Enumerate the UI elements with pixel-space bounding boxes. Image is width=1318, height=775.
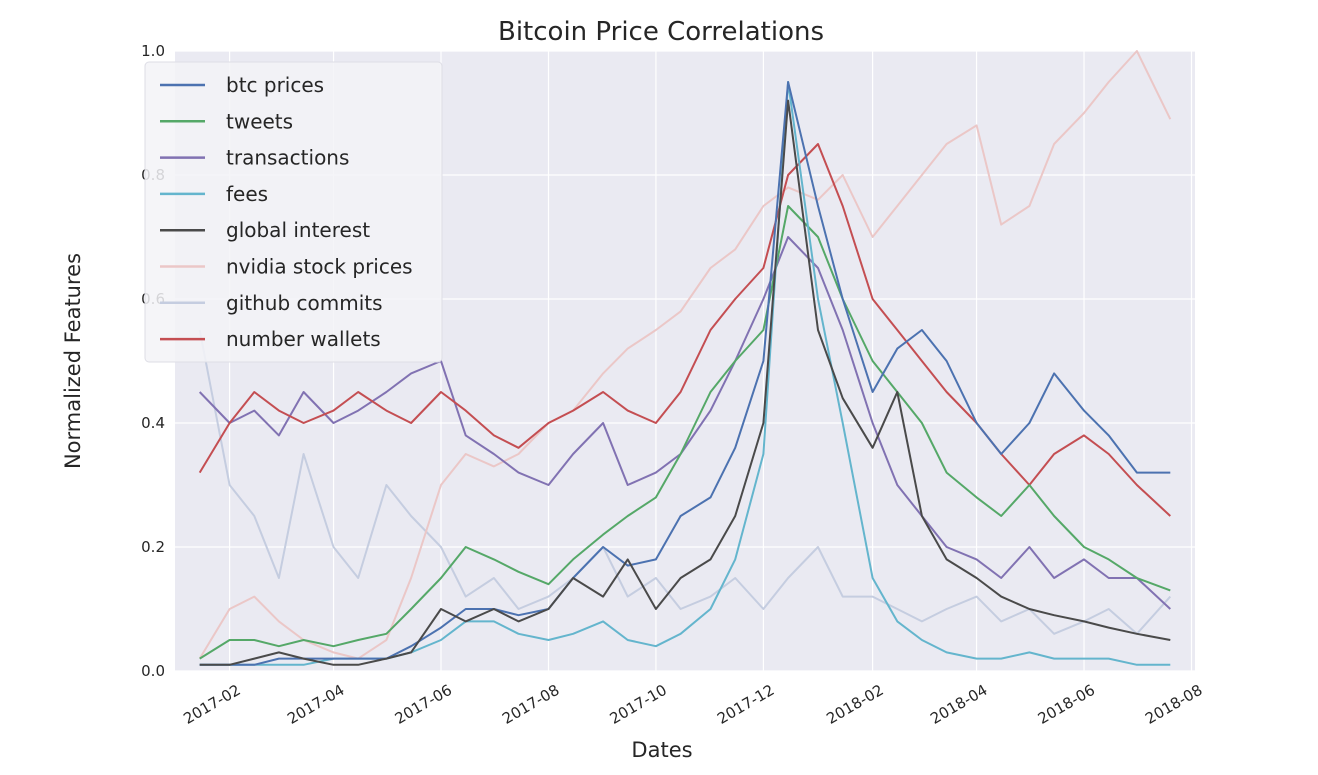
legend-label: number wallets xyxy=(226,327,381,351)
x-tick-label: 2018-02 xyxy=(823,681,886,728)
x-tick-label: 2017-08 xyxy=(499,681,562,728)
chart-title: Bitcoin Price Correlations xyxy=(498,17,824,47)
series-line-github-commits xyxy=(198,329,1172,635)
legend-label: tweets xyxy=(226,109,293,133)
x-tick-label: 2018-06 xyxy=(1035,681,1098,728)
legend-box xyxy=(144,61,443,363)
y-tick-label: 0.0 xyxy=(141,662,165,680)
x-tick-label: 2017-10 xyxy=(607,681,670,728)
legend-label: fees xyxy=(226,182,268,206)
x-tick-label: 2018-04 xyxy=(927,681,990,728)
legend-label: transactions xyxy=(226,146,349,170)
y-tick-label: 1.0 xyxy=(141,42,165,60)
y-tick-label: 0.4 xyxy=(141,414,165,432)
y-axis-label: Normalized Features xyxy=(61,253,85,469)
legend-label: global interest xyxy=(226,218,370,242)
legend-label: nvidia stock prices xyxy=(226,255,413,279)
series-layer xyxy=(198,50,1172,666)
x-tick-label: 2017-02 xyxy=(180,681,243,728)
legend: btc prices tweets transactions fees global i… xyxy=(144,61,443,363)
series-line-tweets xyxy=(199,205,1171,660)
x-tick-label: 2017-12 xyxy=(714,681,777,728)
series-line-global-interest xyxy=(199,99,1171,666)
x-tick-label: 2017-04 xyxy=(284,681,347,728)
y-tick-label: 0.2 xyxy=(141,538,165,556)
x-tick-label: 2017-06 xyxy=(392,681,455,728)
legend-label: btc prices xyxy=(226,73,324,97)
x-axis-label: Dates xyxy=(631,738,692,762)
x-axis: 2017-02 2017-04 2017-06 2017-08 2017-10 2017-… xyxy=(180,681,1205,728)
legend-label: github commits xyxy=(226,291,383,315)
x-tick-label: 2018-08 xyxy=(1142,681,1205,728)
series-line-btc-prices xyxy=(199,81,1171,666)
